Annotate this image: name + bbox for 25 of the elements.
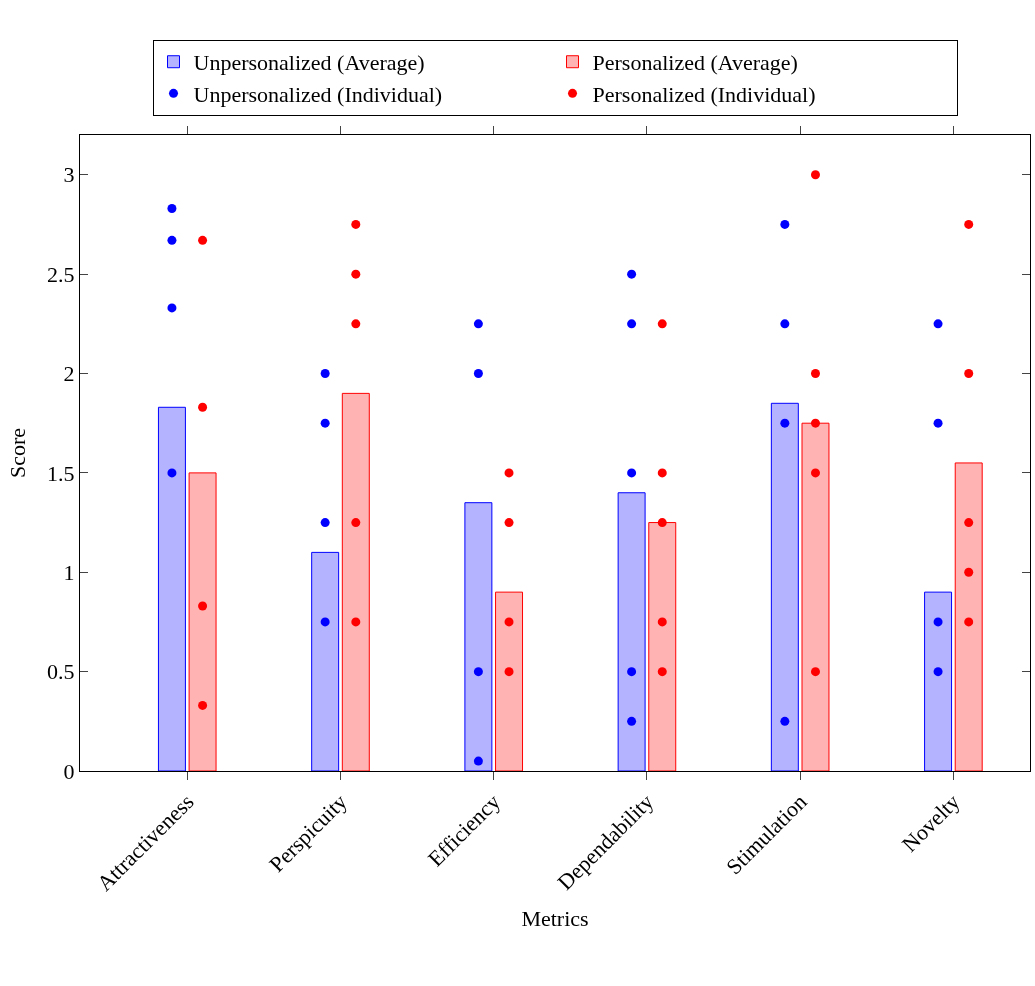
bar bbox=[464, 502, 493, 771]
legend-label: Unpersonalized (Individual) bbox=[193, 81, 443, 107]
x-axis-title: Metrics bbox=[521, 905, 589, 931]
legend-label: Personalized (Average) bbox=[592, 50, 798, 76]
bar bbox=[770, 402, 799, 771]
y-axis-title: Score bbox=[4, 427, 30, 479]
bar bbox=[495, 591, 524, 771]
bar bbox=[801, 422, 830, 771]
y-tick-label: 3 bbox=[63, 162, 75, 188]
y-tick-label: 1.5 bbox=[47, 460, 75, 486]
legend-label: Unpersonalized (Average) bbox=[193, 50, 425, 76]
legend-label: Personalized (Individual) bbox=[592, 81, 816, 107]
bar bbox=[648, 522, 677, 771]
y-tick-label: 0.5 bbox=[47, 659, 75, 685]
bar bbox=[954, 462, 983, 771]
y-tick-label: 2 bbox=[63, 361, 75, 387]
y-tick-label: 2.5 bbox=[47, 261, 75, 287]
bar bbox=[311, 551, 340, 771]
bar bbox=[617, 492, 646, 771]
bar bbox=[157, 406, 186, 771]
bar bbox=[924, 591, 953, 771]
bar bbox=[341, 392, 370, 771]
y-tick-label: 1 bbox=[63, 559, 75, 585]
bar bbox=[188, 472, 217, 771]
y-tick-label: 0 bbox=[63, 758, 75, 784]
